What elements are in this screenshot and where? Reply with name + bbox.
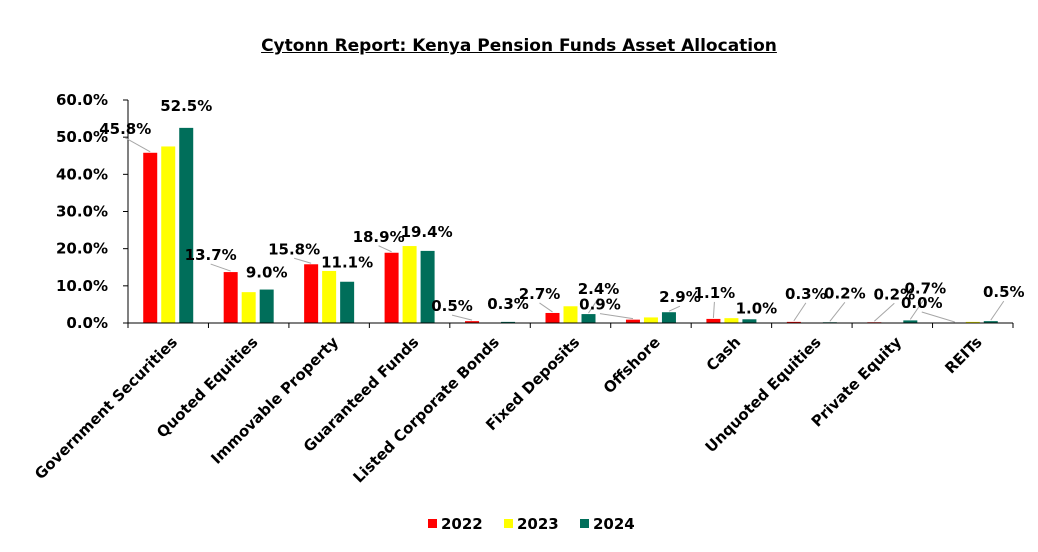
y-tick-label: 40.0%: [56, 165, 108, 183]
bar-offshore-2023: [643, 317, 658, 323]
bar-immovable-property-2024: [340, 281, 355, 323]
bar-fixed-deposits-2022: [545, 312, 560, 323]
bar-immovable-property-2023: [322, 270, 337, 323]
data-label-unquoted-equities-2022: 0.3%: [785, 285, 827, 303]
data-label-cash-2024: 1.0%: [736, 299, 778, 317]
bar-offshore-2024: [661, 312, 676, 323]
data-label-immovable-property-2024: 11.1%: [321, 254, 373, 272]
chart-title: Cytonn Report: Kenya Pension Funds Asset…: [261, 36, 777, 56]
data-label-private-equity-2024: 0.7%: [905, 279, 947, 297]
data-label-private-equity-2022: 0.2%: [874, 285, 916, 303]
bar-quoted-equities-2023: [241, 292, 256, 323]
bar-cash-2023: [724, 318, 739, 323]
data-label-fixed-deposits-2022: 2.7%: [519, 285, 561, 303]
data-label-immovable-property-2022: 15.8%: [268, 240, 320, 258]
bar-offshore-2022: [625, 319, 640, 323]
leader-line: [990, 300, 1005, 321]
bar-reits-2023: [965, 321, 980, 323]
data-label-offshore-2022: 0.9%: [579, 296, 621, 314]
bar-government-securities-2022: [143, 152, 158, 323]
bar-fixed-deposits-2023: [563, 306, 578, 323]
x-category-label: Cash: [703, 333, 745, 375]
legend-label-2022: 2022: [441, 515, 483, 533]
leader-line: [829, 301, 846, 322]
leader-line: [668, 305, 681, 312]
leader-line: [588, 297, 599, 314]
data-label-unquoted-equities-2024: 0.2%: [824, 284, 866, 302]
leader-line: [451, 314, 473, 321]
bar-cash-2024: [742, 319, 757, 323]
bar-guaranteed-funds-2022: [384, 252, 399, 323]
leader-line: [378, 245, 392, 253]
y-tick-label: 10.0%: [56, 277, 108, 295]
data-label-listed-corporate-bonds-2022: 0.5%: [431, 297, 473, 315]
leader-line: [124, 137, 151, 153]
data-label-guaranteed-funds-2024: 19.4%: [401, 223, 453, 241]
leader-line: [921, 311, 955, 323]
y-tick-label: 50.0%: [56, 128, 108, 146]
legend-swatch-2023: [504, 519, 513, 528]
leader-line: [599, 313, 634, 320]
leader-line: [793, 302, 807, 322]
bar-government-securities-2024: [179, 127, 194, 323]
x-category-label: REITs: [941, 333, 985, 377]
legend-label-2024: 2024: [593, 515, 635, 533]
data-label-reits-2024: 0.5%: [983, 283, 1025, 301]
bar-guaranteed-funds-2023: [402, 246, 417, 323]
leader-line: [873, 302, 895, 322]
legend-swatch-2022: [428, 519, 437, 528]
x-category-label: Listed Corporate Bonds: [350, 333, 503, 486]
leader-line: [909, 297, 926, 320]
y-tick-label: 20.0%: [56, 240, 108, 258]
bar-quoted-equities-2022: [223, 272, 238, 323]
bar-listed-corporate-bonds-2022: [465, 321, 480, 323]
y-tick-label: 60.0%: [56, 91, 108, 109]
data-label-offshore-2024: 2.9%: [659, 288, 701, 306]
bar-fixed-deposits-2024: [581, 314, 596, 323]
x-category-label: Offshore: [600, 333, 664, 397]
data-label-government-securities-2024: 52.5%: [160, 97, 212, 115]
legend-label-2023: 2023: [517, 515, 559, 533]
leader-line: [539, 302, 553, 313]
data-label-quoted-equities-2024: 9.0%: [246, 264, 288, 282]
y-tick-label: 30.0%: [56, 203, 108, 221]
y-tick-label: 0.0%: [66, 314, 108, 332]
data-label-quoted-equities-2022: 13.7%: [185, 246, 237, 264]
bar-listed-corporate-bonds-2024: [501, 321, 516, 323]
data-label-reits-2022: 0.0%: [901, 294, 943, 312]
bar-immovable-property-2022: [304, 264, 319, 323]
data-label-guaranteed-funds-2022: 18.9%: [353, 228, 405, 246]
x-category-label: Government Securities: [31, 333, 181, 483]
leader-line: [210, 263, 231, 272]
bar-guaranteed-funds-2024: [420, 250, 435, 323]
bar-reits-2024: [983, 321, 998, 323]
data-label-cash-2022: 1.1%: [694, 284, 736, 302]
data-label-government-securities-2022: 45.8%: [99, 120, 151, 138]
data-label-fixed-deposits-2024: 2.4%: [578, 280, 620, 298]
bar-government-securities-2023: [161, 146, 176, 323]
legend-swatch-2024: [580, 519, 589, 528]
bar-unquoted-equities-2022: [786, 321, 801, 323]
bar-cash-2022: [706, 318, 721, 323]
bar-private-equity-2024: [903, 320, 918, 323]
leader-line: [293, 257, 312, 264]
data-label-listed-corporate-bonds-2024: 0.3%: [487, 295, 529, 313]
bar-quoted-equities-2024: [259, 289, 274, 323]
leader-line: [712, 301, 715, 318]
